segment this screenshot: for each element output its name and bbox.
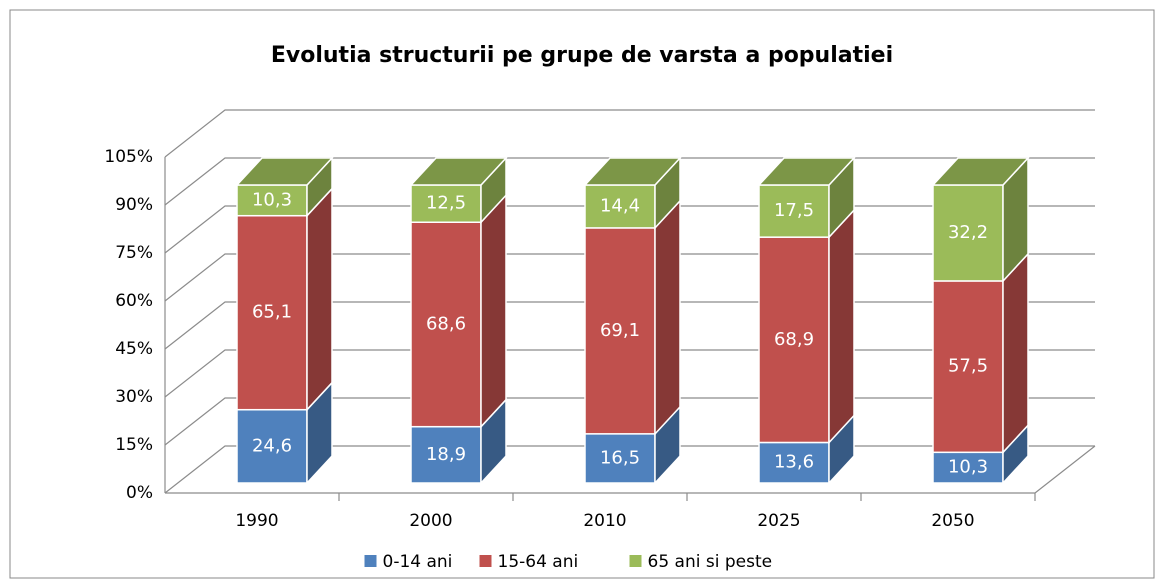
bar-front xyxy=(758,441,830,484)
data-label: 65,1 xyxy=(252,302,292,323)
y-tick-label: 90% xyxy=(115,195,153,215)
y-tick-label: 75% xyxy=(115,243,153,263)
data-label: 32,2 xyxy=(948,222,988,243)
bar-side xyxy=(1002,252,1029,455)
bar-front xyxy=(236,408,308,484)
x-tick-label: 2050 xyxy=(931,511,974,531)
x-tick-label: 2025 xyxy=(757,511,800,531)
bar-front xyxy=(758,236,830,444)
chart-title: Evolutia structurii pe grupe de varsta a… xyxy=(271,43,893,68)
data-label: 16,5 xyxy=(600,447,640,468)
bar-side xyxy=(306,186,333,412)
legend-label: 0-14 ani xyxy=(383,552,453,572)
y-tick-label: 105% xyxy=(104,147,153,167)
y-tick-label: 0% xyxy=(126,483,153,503)
data-label: 68,6 xyxy=(426,313,466,334)
legend-label: 15-64 ani xyxy=(498,552,579,572)
data-label: 69,1 xyxy=(600,320,640,341)
data-label: 57,5 xyxy=(948,356,988,377)
legend-swatch xyxy=(364,555,377,567)
x-tick-label: 2010 xyxy=(583,511,626,531)
bar-top xyxy=(757,157,856,186)
legend-label: 65 ani si peste xyxy=(648,552,773,572)
data-label: 12,5 xyxy=(426,193,466,214)
bar-front xyxy=(410,184,482,223)
bar-top xyxy=(235,157,334,186)
data-label: 10,3 xyxy=(252,189,292,210)
bar-side xyxy=(480,193,507,429)
y-tick-label: 30% xyxy=(115,387,153,407)
bar-front xyxy=(758,184,830,238)
bar-front xyxy=(410,221,482,428)
y-tick-label: 15% xyxy=(115,435,153,455)
data-label: 10,3 xyxy=(948,457,988,478)
x-tick-label: 1990 xyxy=(235,511,278,531)
bar-side xyxy=(828,208,855,445)
bar-top xyxy=(931,157,1030,186)
legend-swatch xyxy=(629,555,642,567)
data-label: 18,9 xyxy=(426,444,466,465)
data-label: 17,5 xyxy=(774,200,814,221)
data-label: 24,6 xyxy=(252,435,292,456)
y-tick-label: 60% xyxy=(115,291,153,311)
bar-top xyxy=(583,157,682,186)
data-label: 68,9 xyxy=(774,329,814,350)
bar-front xyxy=(410,425,482,484)
y-tick-label: 45% xyxy=(115,339,153,359)
legend-swatch xyxy=(479,555,492,567)
data-label: 13,6 xyxy=(774,452,814,473)
data-label: 14,4 xyxy=(600,195,640,216)
bar-front xyxy=(584,433,656,484)
bar-side xyxy=(654,198,681,436)
x-tick-label: 2000 xyxy=(409,511,452,531)
bar-top xyxy=(409,157,508,186)
grid-line xyxy=(164,109,1095,158)
